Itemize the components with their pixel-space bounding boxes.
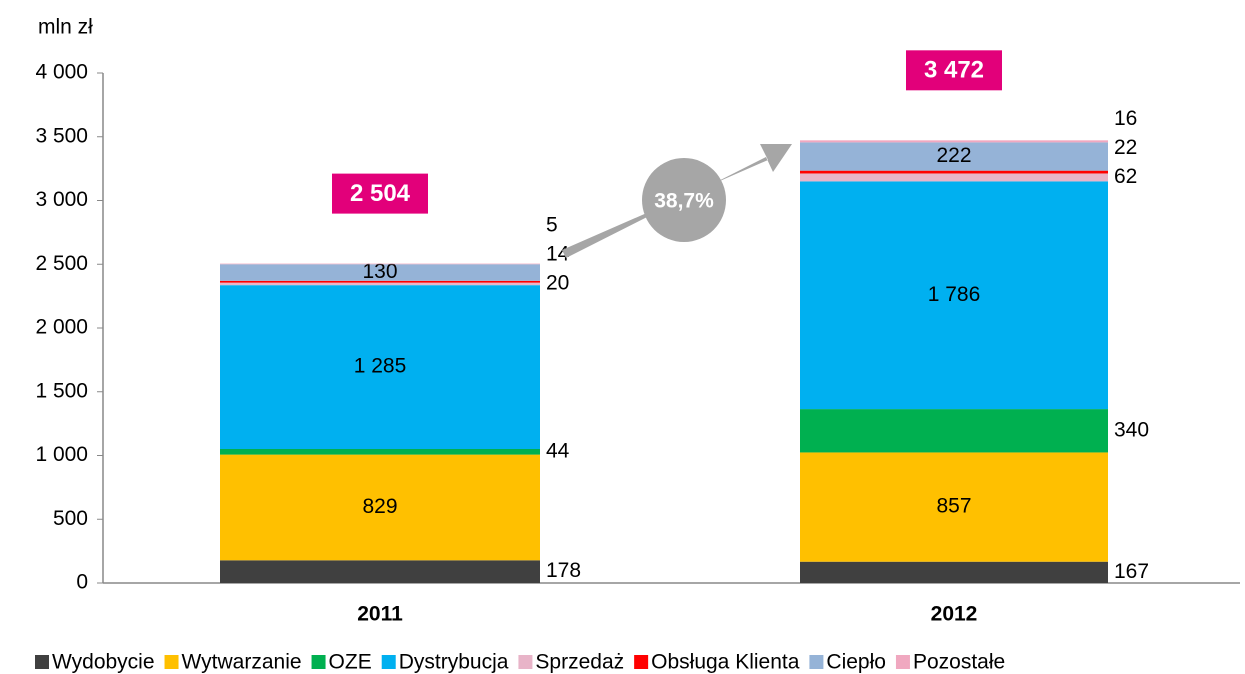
annotation: 38,7% bbox=[654, 190, 714, 213]
data-label: 222 bbox=[936, 144, 971, 167]
y-tick-label: 2 000 bbox=[35, 316, 88, 339]
data-label: 1 285 bbox=[354, 355, 407, 378]
bar-segment bbox=[800, 561, 1108, 583]
bar-segment bbox=[800, 181, 1108, 410]
data-label: 20 bbox=[546, 271, 569, 294]
legend-label: Wytwarzanie bbox=[182, 651, 302, 674]
bar-segment bbox=[220, 282, 540, 286]
y-tick-label: 500 bbox=[53, 507, 88, 530]
legend-swatch bbox=[809, 655, 824, 669]
y-tick-label: 1 000 bbox=[35, 443, 88, 466]
legend-label: Pozostałe bbox=[913, 651, 1005, 674]
legend-swatch bbox=[311, 655, 326, 669]
legend-label: Sprzedaż bbox=[535, 651, 624, 674]
bar-segment bbox=[800, 140, 1108, 143]
y-axis-label: mln zł bbox=[38, 16, 93, 39]
y-tick-label: 3 000 bbox=[35, 188, 88, 211]
bar-segment bbox=[220, 285, 540, 449]
total-box bbox=[906, 50, 1002, 91]
bar-segment bbox=[800, 452, 1108, 562]
data-label: 16 bbox=[1114, 107, 1137, 130]
data-label: 178 bbox=[546, 559, 581, 582]
bar-segment bbox=[220, 454, 540, 561]
bar-segment bbox=[800, 170, 1108, 174]
legend-swatch bbox=[164, 655, 179, 669]
legend-swatch bbox=[634, 655, 649, 669]
bar-segment bbox=[220, 448, 540, 455]
x-tick-label: 2011 bbox=[357, 603, 403, 626]
data-label: 22 bbox=[1114, 136, 1137, 159]
bar-segment bbox=[220, 280, 540, 283]
legend-label: Wydobycie bbox=[52, 651, 155, 674]
y-tick-label: 4 000 bbox=[35, 61, 88, 84]
total-label: 2 504 bbox=[350, 180, 411, 207]
y-tick-label: 0 bbox=[76, 571, 88, 594]
legend-swatch bbox=[381, 655, 396, 669]
bar-segment bbox=[220, 560, 540, 583]
y-tick-label: 3 500 bbox=[35, 124, 88, 147]
data-label: 14 bbox=[546, 242, 570, 265]
growth-circle bbox=[642, 158, 726, 242]
y-tick-label: 2 500 bbox=[35, 252, 88, 275]
bar-segment bbox=[220, 264, 540, 281]
data-label: 5 bbox=[546, 213, 558, 236]
legend-label: Obsługa Klienta bbox=[651, 651, 800, 674]
total-box bbox=[332, 173, 428, 214]
data-label: 130 bbox=[362, 260, 397, 283]
y-tick-label: 1 500 bbox=[35, 379, 88, 402]
bar-segment bbox=[800, 142, 1108, 171]
data-label: 857 bbox=[936, 495, 971, 518]
data-label: 44 bbox=[546, 439, 570, 462]
legend-swatch bbox=[518, 655, 533, 669]
data-label: 829 bbox=[362, 495, 397, 518]
legend-label: Ciepło bbox=[826, 651, 886, 674]
data-label: 1 786 bbox=[928, 283, 981, 306]
data-label: 62 bbox=[1114, 165, 1137, 188]
bar-segment bbox=[220, 263, 540, 265]
total-label: 3 472 bbox=[924, 57, 984, 84]
bar-segment bbox=[800, 173, 1108, 182]
legend-label: Dystrybucja bbox=[399, 651, 509, 674]
data-label: 167 bbox=[1114, 560, 1149, 583]
legend-label: OZE bbox=[329, 651, 372, 674]
data-label: 340 bbox=[1114, 418, 1149, 441]
bar-segment bbox=[800, 409, 1108, 453]
legend-swatch bbox=[895, 655, 910, 669]
legend-swatch bbox=[35, 655, 49, 669]
x-tick-label: 2012 bbox=[931, 603, 978, 626]
